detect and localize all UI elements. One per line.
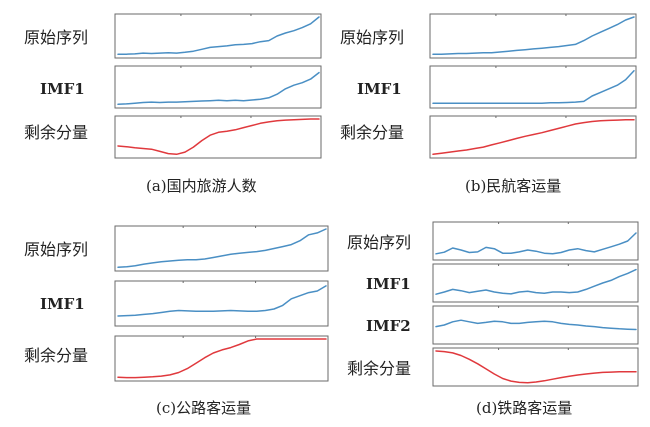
panel-a-3 xyxy=(114,115,322,159)
panel-a-2 xyxy=(114,65,322,109)
row-label-a-2: IMF1 xyxy=(40,80,85,98)
series-line-b-1 xyxy=(432,16,635,55)
panel-b-2 xyxy=(429,65,637,109)
series-line-a-1 xyxy=(117,16,320,55)
caption-b: (b)民航客运量 xyxy=(465,177,561,195)
series-line-c-1 xyxy=(117,228,327,268)
series-line-c-2 xyxy=(117,285,327,317)
panel-frame-b-3 xyxy=(429,115,637,159)
caption-a: (a)国内旅游人数 xyxy=(146,177,257,195)
row-label-b-2: IMF1 xyxy=(357,80,402,98)
series-line-c-3 xyxy=(117,338,327,379)
panel-c-3 xyxy=(114,335,329,382)
series-line-d-4 xyxy=(435,350,637,384)
panel-frame-d-3 xyxy=(432,305,639,345)
series-line-d-2 xyxy=(435,268,637,295)
row-label-c-1: 原始序列 xyxy=(24,240,88,259)
panel-frame-a-3 xyxy=(114,115,322,159)
panel-c-2 xyxy=(114,280,329,327)
panel-frame-c-3 xyxy=(114,335,329,382)
row-label-b-3: 剩余分量 xyxy=(340,123,404,142)
row-label-d-4: 剩余分量 xyxy=(347,359,411,378)
panel-frame-d-2 xyxy=(432,263,639,303)
row-label-a-1: 原始序列 xyxy=(24,28,88,47)
series-line-a-2 xyxy=(117,71,320,106)
series-line-a-3 xyxy=(117,118,320,156)
panel-b-3 xyxy=(429,115,637,159)
row-label-d-2: IMF1 xyxy=(366,275,411,293)
panel-frame-a-1 xyxy=(114,13,322,59)
row-label-c-2: IMF1 xyxy=(40,295,85,313)
label-layer: 原始序列 IMF1 剩余分量 (a)国内旅游人数 原始序列 IMF1 剩余分量 … xyxy=(24,28,572,417)
row-label-b-1: 原始序列 xyxy=(340,28,404,47)
panel-frame-b-1 xyxy=(429,13,637,59)
panel-d-4 xyxy=(432,347,639,387)
row-label-d-1: 原始序列 xyxy=(347,233,411,252)
panel-frame-d-4 xyxy=(432,347,639,387)
panel-a-1 xyxy=(114,13,322,59)
series-line-d-1 xyxy=(435,232,637,255)
caption-c: (c)公路客运量 xyxy=(156,399,251,417)
panel-c-1 xyxy=(114,225,329,272)
plot-layer xyxy=(114,13,639,387)
row-label-c-3: 剩余分量 xyxy=(24,346,88,365)
panel-frame-c-2 xyxy=(114,280,329,327)
panel-frame-d-1 xyxy=(432,221,639,261)
row-label-a-3: 剩余分量 xyxy=(24,123,88,142)
series-line-b-3 xyxy=(432,118,635,156)
series-line-b-2 xyxy=(432,70,635,104)
panel-frame-b-2 xyxy=(429,65,637,109)
caption-d: (d)铁路客运量 xyxy=(476,399,572,417)
panel-d-3 xyxy=(432,305,639,345)
row-label-d-3: IMF2 xyxy=(366,317,411,335)
panel-b-1 xyxy=(429,13,637,59)
panel-d-2 xyxy=(432,263,639,303)
series-line-d-3 xyxy=(435,319,637,331)
panel-d-1 xyxy=(432,221,639,261)
